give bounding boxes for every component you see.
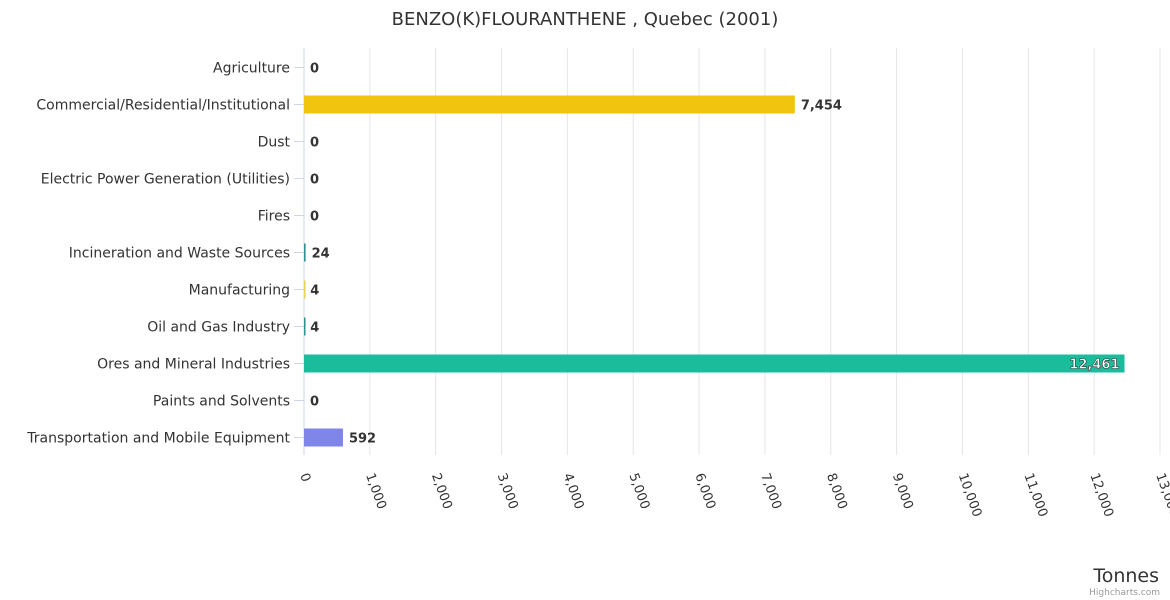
x-tick-label: 10,000 [955,471,985,519]
x-tick-label: 3,000 [494,471,521,511]
x-tick-label: 4,000 [560,471,587,511]
credits: Highcharts.com [1089,588,1160,598]
x-tick-label: 1,000 [362,471,389,511]
data-label: 0 [310,62,319,77]
x-tick-label: 13,000 [1152,471,1170,519]
x-tick-label: 11,000 [1021,471,1051,519]
x-tick-label: 8,000 [823,471,850,511]
data-label: 0 [310,173,319,188]
x-tick-label: 2,000 [428,471,455,511]
data-label: 24 [312,247,330,262]
category-label: Agriculture [213,61,290,77]
category-label: Fires [258,209,290,225]
category-label: Paints and Solvents [153,394,290,410]
category-label: Ores and Mineral Industries [97,357,290,373]
bar [304,243,306,262]
x-tick-label: 7,000 [757,471,784,511]
bar [304,428,343,447]
data-label: 12,461 [1069,358,1119,373]
data-label: 4 [310,321,319,336]
bar [304,354,1125,373]
data-label: 7,454 [801,99,842,114]
category-label: Incineration and Waste Sources [69,246,290,262]
chart-title: BENZO(K)FLOURANTHENE , Quebec (2001) [392,9,779,30]
category-label: Transportation and Mobile Equipment [26,431,290,447]
x-tick-label: 0 [296,471,313,484]
x-tick-label: 6,000 [691,471,718,511]
category-label: Electric Power Generation (Utilities) [41,172,290,188]
category-label: Manufacturing [189,283,290,299]
data-label: 592 [349,432,376,447]
bar [304,280,306,299]
data-label: 4 [310,284,319,299]
x-tick-label: 9,000 [889,471,916,511]
x-tick-label: 5,000 [625,471,652,511]
x-tick-label: 12,000 [1086,471,1116,519]
bar [304,95,795,114]
data-label: 0 [310,395,319,410]
category-label: Oil and Gas Industry [147,320,290,336]
x-axis-title: Tonnes [1092,565,1159,587]
data-label: 0 [310,210,319,225]
data-label: 0 [310,136,319,151]
bar [304,317,306,336]
category-label: Dust [258,135,291,151]
category-label: Commercial/Residential/Institutional [36,98,290,114]
